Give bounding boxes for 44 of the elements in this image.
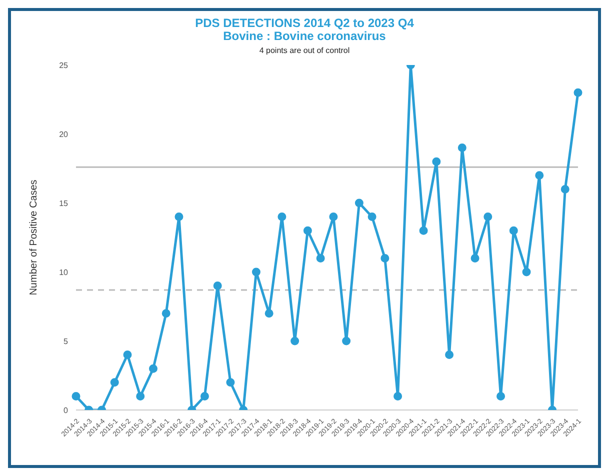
point — [72, 392, 80, 400]
chart-title: PDS DETECTIONS 2014 Q2 to 2023 Q4 — [194, 16, 415, 30]
point — [509, 226, 518, 235]
point — [200, 392, 209, 400]
y-tick-label: 10 — [59, 268, 69, 277]
y-tick-label: 0 — [64, 406, 69, 415]
point — [123, 350, 132, 360]
y-axis-title: Number of Positive Cases — [28, 180, 40, 296]
point — [316, 254, 325, 262]
point — [445, 350, 454, 360]
point — [470, 254, 480, 262]
point — [368, 212, 376, 222]
point — [522, 268, 531, 276]
point — [574, 88, 582, 97]
point — [148, 364, 158, 373]
chart-subtitle: Bovine : Bovine coronavirus — [222, 29, 387, 43]
point — [432, 157, 441, 166]
point — [252, 268, 260, 276]
point — [419, 226, 428, 235]
point — [264, 309, 274, 318]
point — [394, 392, 402, 400]
text: 4 points are out of control — [258, 46, 351, 55]
point — [213, 282, 222, 290]
point — [354, 198, 364, 208]
point — [278, 212, 286, 222]
point — [458, 144, 466, 152]
point — [136, 392, 145, 400]
point — [329, 212, 338, 222]
point — [484, 212, 492, 222]
point — [226, 378, 235, 387]
point — [496, 392, 506, 400]
point — [162, 309, 170, 318]
y-tick-label: 20 — [59, 130, 69, 139]
point — [303, 226, 312, 235]
y-tick-label: 25 — [59, 60, 69, 70]
point — [535, 171, 544, 180]
point — [290, 336, 300, 346]
point — [174, 212, 184, 222]
point — [342, 336, 351, 346]
y-tick-label: 15 — [59, 198, 69, 208]
point — [110, 378, 119, 387]
point — [380, 254, 390, 262]
point — [560, 184, 570, 194]
y-tick-label: 5 — [64, 336, 69, 346]
